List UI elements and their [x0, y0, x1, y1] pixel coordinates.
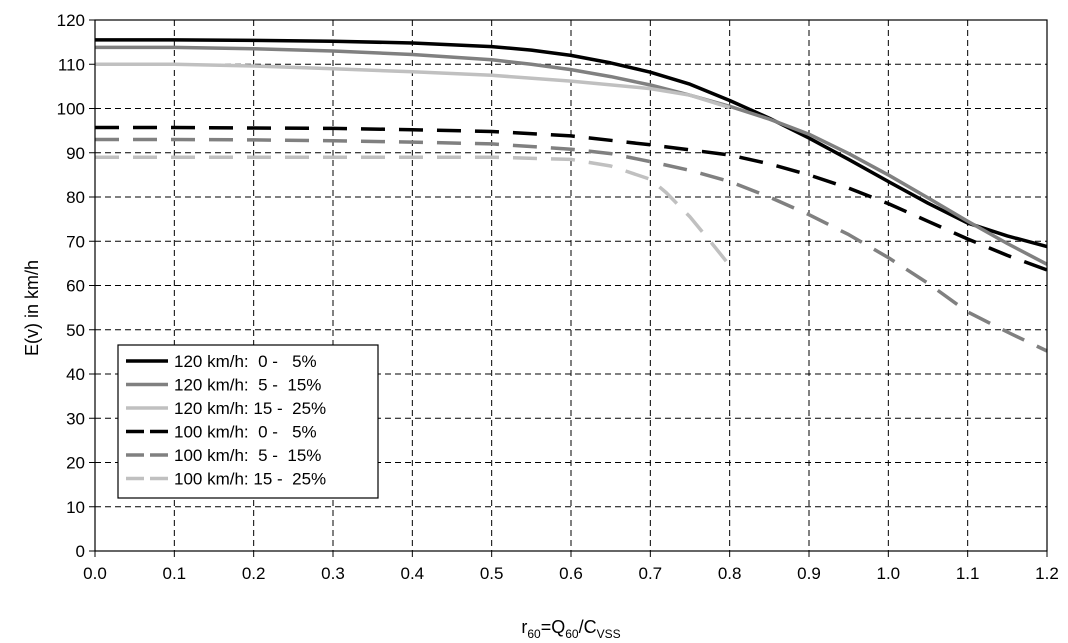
x-tick-label: 0.2 [242, 564, 266, 583]
legend-box [117, 344, 379, 499]
y-axis-label: E(v) in km/h [22, 260, 42, 356]
y-tick-label: 0 [76, 542, 85, 561]
series-line-1 [95, 38, 1048, 249]
grid [95, 20, 1047, 551]
y-tick-label: 90 [66, 144, 85, 163]
legend-entry: 120 km/h: 5 - 15% [174, 376, 321, 395]
x-tick-label: 1.2 [1035, 564, 1059, 583]
x-tick-label: 1.1 [956, 564, 980, 583]
series-line-2 [95, 45, 1048, 266]
legend-entry: 120 km/h: 0 - 5% [174, 352, 317, 371]
series-line-3 [95, 62, 731, 110]
x-tick-label: 0.6 [559, 564, 583, 583]
x-tick-label: 0.1 [163, 564, 187, 583]
x-tick-label: 1.0 [877, 564, 901, 583]
x-tick-label: 0.8 [718, 564, 742, 583]
series-line-4 [95, 125, 1048, 272]
x-tick-label: 0.9 [797, 564, 821, 583]
x-tick-label: 0.7 [639, 564, 663, 583]
x-axis-label-end: /C [579, 617, 597, 637]
y-tick-label: 10 [66, 498, 85, 517]
y-tick-label: 50 [66, 321, 85, 340]
legend: 120 km/h: 0 - 5% 120 km/h: 5 - 15% 120 km/… [117, 344, 379, 499]
x-axis-label: r60=Q60/CVSS [521, 617, 620, 641]
x-tick-label: 0.4 [401, 564, 425, 583]
y-tick-label: 70 [66, 232, 85, 251]
y-tick-label: 20 [66, 454, 85, 473]
y-tick-label: 100 [57, 100, 85, 119]
x-axis-label-mid-sub: 60 [565, 627, 579, 641]
y-tick-label: 60 [66, 277, 85, 296]
y-tick-label: 80 [66, 188, 85, 207]
series-lines [95, 38, 1048, 353]
x-tick-label: 0.5 [480, 564, 504, 583]
tick-labels: 0.0 0.1 0.2 0.3 0.4 0.5 0.6 0.7 0.8 0.9 1.0 1.1 1.2 0… [57, 11, 1059, 583]
y-tick-label: 30 [66, 409, 85, 428]
legend-entry: 100 km/h: 5 - 15% [174, 446, 321, 465]
legend-entry: 100 km/h: 0 - 5% [174, 423, 317, 442]
series-line-6 [95, 155, 732, 267]
y-tick-label: 40 [66, 365, 85, 384]
y-tick-label: 120 [57, 11, 85, 30]
x-axis-label-end-sub: VSS [597, 627, 621, 641]
x-axis-label-base-sub: 60 [527, 627, 541, 641]
x-axis-label-mid: =Q [541, 617, 566, 637]
y-tick-label: 110 [58, 55, 85, 74]
x-tick-label: 0.0 [83, 564, 107, 583]
legend-entry: 120 km/h: 15 - 25% [174, 399, 326, 418]
x-axis-label-base: r [521, 617, 527, 637]
x-tick-label: 0.3 [321, 564, 345, 583]
series-line-5 [95, 137, 1048, 353]
legend-entry: 100 km/h: 15 - 25% [174, 470, 326, 489]
